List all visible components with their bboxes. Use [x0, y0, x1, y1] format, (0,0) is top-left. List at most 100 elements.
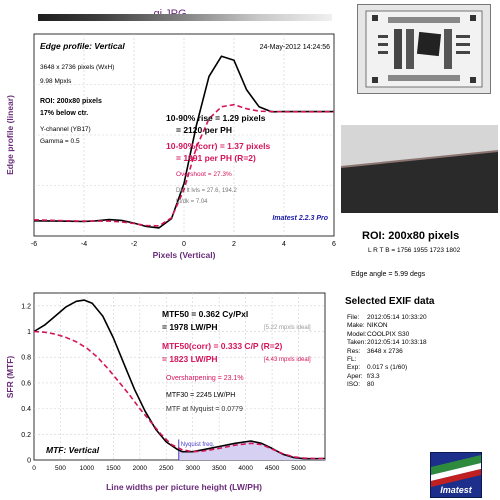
mtf-x-tick-label: 2000 [133, 465, 148, 472]
edge-angle: Edge angle = 5.99 degs [351, 271, 426, 278]
edge-channel: Y-channel (YB17) [40, 126, 91, 133]
mtf-x-ticks: 0 500 1000 1500 2000 2500 3000 3500 4000 4500 5000 [32, 465, 306, 472]
exif-row: Taken:2012:05:14 10:33:18 [347, 339, 427, 347]
exif-key: Aper: [347, 372, 363, 380]
edge-image-size: 3648 x 2736 pixels (WxH) [40, 64, 114, 71]
mtf-chart: 0 500 1000 1500 2000 2500 3000 3500 4000 4500 5000… [5, 292, 326, 492]
mtf-x-tick-label: 500 [55, 465, 66, 472]
mtf-x-tick-label: 5000 [291, 465, 306, 472]
mtf-y-tick-label: 0.2 [21, 432, 31, 439]
mtf-series-line-measured [33, 299, 326, 460]
exif-value: 2012:05:14 10:33:18 [367, 339, 427, 347]
mtf-y-tick-label: 0.4 [21, 406, 31, 413]
exif-row: ISO: 80 [347, 381, 427, 389]
edge-x-axis-label: Pixels (Vertical) [153, 250, 216, 260]
mtf-y-tick-label: 0.6 [21, 380, 31, 387]
edge-series [33, 55, 334, 229]
exif-key: File: [347, 314, 360, 321]
edge-roi-label: ROI: 200x80 pixels [40, 98, 102, 105]
edge-x-tick-label: 2 [232, 241, 236, 248]
edge-x-tick-label: 0 [182, 241, 186, 248]
exif-row: Aper: f/3.3 [347, 373, 427, 381]
edge-x-tick-label: -6 [31, 241, 37, 248]
exif-key: Make: [347, 322, 365, 330]
exif-value: 2012:05:14 10:33:20 [367, 314, 427, 321]
exif-row: Make: NIKON [347, 322, 427, 330]
rise-corr-per-ph: = 1991 per PH (R=2) [176, 153, 256, 163]
imatest-logo: Imatest [430, 452, 482, 498]
exif-value: 3648 x 2736 [367, 347, 403, 355]
imatest-logo-text: Imatest [440, 485, 472, 495]
exif-key: Taken: [347, 339, 367, 347]
mtf-chart-title: MTF: Vertical [46, 445, 100, 455]
roi-crop-image [341, 125, 498, 213]
rise-result: 10-90% rise = 1.29 pixels [166, 113, 266, 123]
mtf50-corr-ideal: [4.43 mpxls ideal] [264, 357, 311, 363]
mtf-y-tick-label: 0 [27, 458, 31, 465]
edge-y-axis-label: Edge profile (linear) [5, 95, 15, 175]
exif-key: Exp: [347, 364, 361, 372]
exif-key: Res: [347, 347, 361, 355]
edge-x-tick-label: 6 [332, 241, 336, 248]
exif-key: ISO: [347, 381, 361, 389]
mtf-x-axis-label: Line widths per picture height (LW/PH) [106, 482, 262, 492]
mtf-x-tick-label: 4000 [238, 465, 253, 472]
mtf-x-tick-label: 2500 [159, 465, 174, 472]
mtf-x-tick-label: 3000 [185, 465, 200, 472]
mtf-x-tick-label: 4500 [265, 465, 280, 472]
mtf-x-tick-label: 1000 [80, 465, 95, 472]
imatest-version: Imatest 2.2.3 Pro [272, 215, 328, 222]
mtf-x-tick-label: 3500 [212, 465, 227, 472]
mtf-x-tick-label: 1500 [106, 465, 121, 472]
exif-list: File: 2012:05:14 10:33:20 Make: NIKON Model:… [347, 314, 427, 390]
tone-gradient-bar [38, 14, 332, 21]
test-chart-thumbnail [357, 4, 491, 94]
oversharpening-result: Oversharpening = 23.1% [166, 375, 244, 382]
edge-roi-position: 17% below ctr. [40, 110, 88, 117]
mtf-nyquist-result: MTF at Nyquist = 0.0779 [166, 406, 243, 413]
edge-x-tick-label: -2 [131, 241, 137, 248]
rise-per-ph: = 2120 per PH [176, 125, 232, 135]
mtf-y-tick-label: 0.8 [21, 355, 31, 362]
exif-row: File: 2012:05:14 10:33:20 [347, 314, 427, 322]
mtf-y-ticks: 0 0.2 0.4 0.6 0.8 1 1.2 [21, 303, 31, 464]
exif-row: Res: 3648 x 2736 [347, 348, 427, 356]
mtf-series [33, 299, 326, 460]
exif-row: Model:COOLPIX S30 [347, 331, 427, 339]
mtf-y-axis-label: SFR (MTF) [5, 356, 15, 399]
exif-value: f/3.3 [367, 372, 380, 380]
exif-value: COOLPIX S30 [367, 330, 410, 338]
nyquist-label: Nyquist freq. [181, 442, 215, 448]
mtf-x-tick-label: 0 [32, 465, 36, 472]
edge-x-ticks: -6 -4 -2 0 2 4 6 [31, 241, 336, 248]
exif-key: Model: [347, 330, 367, 338]
mtf-plot-frame [33, 292, 326, 461]
mtf50-corr-result: MTF50(corr) = 0.333 C/P (R=2) [162, 341, 282, 351]
mtf-nyquist-fill [178, 441, 325, 460]
edge-chart-title: Edge profile: Vertical [40, 41, 125, 51]
roi-coordinates: L R T B = 1756 1955 1723 1802 [368, 247, 461, 254]
mtf50-ideal: [5.22 mpxls ideal] [264, 325, 311, 331]
edge-timestamp: 24-May-2012 14:24:56 [260, 44, 331, 51]
edge-x-tick-label: 4 [282, 241, 286, 248]
mtf50-corr-lwph: = 1823 LW/PH [162, 354, 218, 364]
dark-light-levels: Dk, lt lvls = 27.6, 194.2 [176, 188, 238, 194]
exif-value: 0.017 s (1/60) [367, 364, 408, 372]
edge-series-line-corrected [33, 103, 334, 227]
exif-row: FL: [347, 356, 427, 364]
exif-key: FL: [347, 356, 357, 364]
exif-value: NIKON [367, 322, 388, 330]
light-dark-ratio: Lt/dk = 7.04 [176, 199, 208, 205]
rise-corr-result: 10-90%(corr) = 1.37 pixels [166, 141, 270, 151]
mtf-grid [34, 293, 325, 460]
mtf50-result: MTF50 = 0.362 Cy/Pxl [162, 309, 248, 319]
mtf-y-tick-label: 1 [27, 329, 31, 336]
mtf50-lwph: = 1978 LW/PH [162, 322, 218, 332]
mtf-y-tick-label: 1.2 [21, 303, 31, 310]
edge-gamma: Gamma = 0.5 [40, 138, 80, 145]
exif-row: Exp: 0.017 s (1/60) [347, 364, 427, 372]
roi-size-label: ROI: 200x80 pixels [362, 230, 460, 242]
edge-megapixels: 9.98 Mpxls [40, 78, 72, 85]
edge-x-tick-label: -4 [81, 241, 87, 248]
overshoot-result: Overshoot = 27.3% [176, 171, 232, 178]
